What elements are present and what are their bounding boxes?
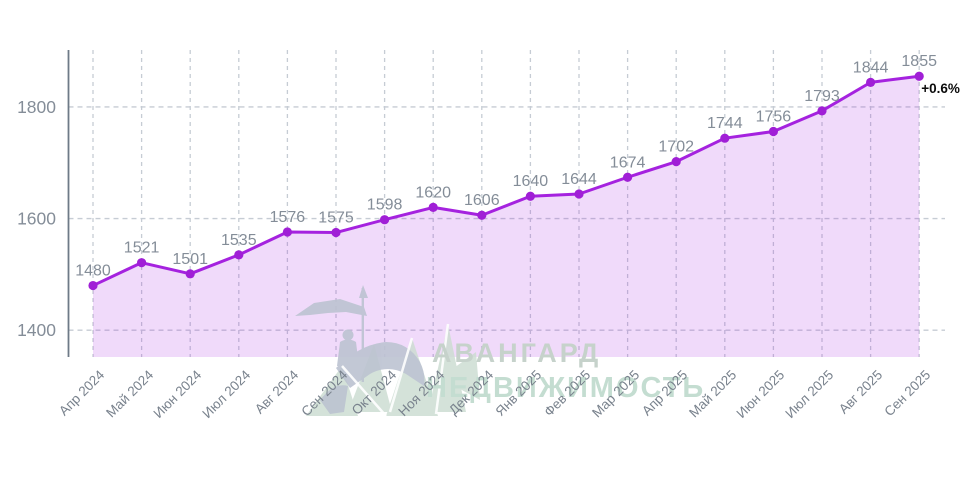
data-point [380,215,390,225]
data-point [574,189,584,199]
value-label: 1640 [513,173,549,190]
value-label: 1644 [561,171,597,188]
value-label: 1756 [756,108,792,125]
data-point [671,157,681,167]
value-label: 1744 [707,115,743,132]
data-point [525,191,536,201]
x-gridlines [92,50,920,357]
value-label: 1793 [804,88,840,105]
data-point [914,71,924,81]
value-label: 1844 [853,59,889,76]
data-points [88,71,924,291]
value-label: 1576 [270,209,306,226]
y-tick-label: 1800 [17,97,56,117]
data-point [331,227,341,238]
change-annotation: +0.6% [921,81,960,96]
value-label: 1606 [464,192,500,209]
value-label: 1598 [367,197,403,214]
value-label: 1501 [172,251,208,268]
data-point [720,133,730,143]
data-point [185,269,195,279]
data-point [623,172,633,182]
data-point [282,227,292,237]
y-gridlines [68,106,945,331]
value-label: 1674 [610,154,646,171]
data-point [137,258,147,268]
value-label: 1521 [124,240,160,257]
data-point [768,126,779,137]
data-point [234,250,244,260]
value-label: 1535 [221,232,257,249]
y-tick-label: 1600 [17,209,56,229]
data-point [866,77,876,87]
value-label: 1480 [75,263,111,280]
value-label: 1702 [658,139,694,156]
y-tick-labels: 1400 1600 1800 [17,97,56,340]
value-labels: 1480 1521 1501 1535 1576 1575 1598 1620 1606 1640… [75,53,937,279]
y-tick-label: 1400 [17,320,56,340]
area-fill [93,76,920,357]
value-label: 1575 [318,210,354,227]
data-point [477,210,487,220]
data-point [817,106,827,116]
data-point [88,280,98,291]
series-line [91,74,921,288]
value-label: 1855 [901,53,937,70]
data-point [428,202,438,213]
value-label: 1620 [415,184,451,201]
